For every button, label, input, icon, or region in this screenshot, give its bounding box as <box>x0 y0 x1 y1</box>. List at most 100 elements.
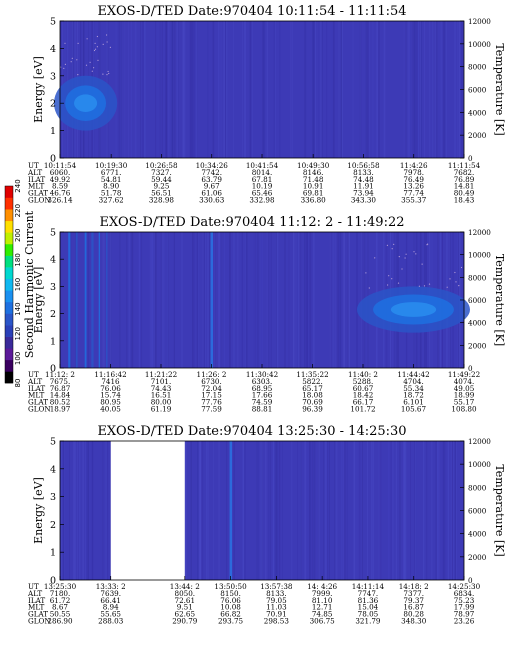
ephemeris-value: 15.74 <box>100 391 121 400</box>
ephemeris-value: 13.26 <box>403 182 424 191</box>
ephemeris-row-label: GLAT <box>28 610 48 619</box>
colorbar-tick-label: 120 <box>14 327 22 340</box>
ephemeris-value: 13:50:50 <box>214 582 247 591</box>
y-tick-label: 0 <box>50 154 56 165</box>
ephemeris-value: 11:40: 2 <box>348 370 378 379</box>
ephemeris-value: 73.94 <box>353 189 374 198</box>
y-tick-label: 5 <box>50 228 56 239</box>
ephemeris-row-label: MLT <box>28 182 45 191</box>
ephemeris-value: 330.63 <box>199 196 225 205</box>
ephemeris-value: 51.78 <box>101 189 122 198</box>
ephemeris-row-label: GLON <box>28 196 51 205</box>
ephemeris-value: 46.76 <box>50 189 71 198</box>
ephemeris-value: 7742. <box>201 168 222 177</box>
y2-tick-label: 2000 <box>468 131 487 140</box>
y2-tick-label: 8000 <box>468 273 487 282</box>
ephemeris-row-label: ALT <box>27 168 42 177</box>
ephemeris-value: 7639. <box>100 589 121 598</box>
ephemeris-value: 10:26:58 <box>145 161 178 170</box>
y2-axis-label: Temperature [K] <box>493 43 505 135</box>
y2-tick-label: 0 <box>468 576 473 585</box>
ephemeris-value: 16.51 <box>151 391 172 400</box>
ephemeris-value: 72.04 <box>201 384 222 393</box>
ephemeris-table: UTALTILATMLTGLATGLON13:25:307180.61.728.… <box>27 582 481 626</box>
ephemeris-value: 61.19 <box>151 405 172 414</box>
panel-2: EXOS-D/TED Date:970404 11:12: 2 - 11:49:… <box>27 215 505 414</box>
panel-title: EXOS-D/TED Date:970404 11:12: 2 - 11:49:… <box>100 215 405 230</box>
ephemeris-value: 80.28 <box>403 610 424 619</box>
ephemeris-value: 76.06 <box>220 596 241 605</box>
ephemeris-value: 328.98 <box>149 196 175 205</box>
ephemeris-value: 55.17 <box>454 398 475 407</box>
ephemeris-value: 18.42 <box>353 391 374 400</box>
ephemeris-value: 11:21:22 <box>145 370 177 379</box>
colorbar-tick-label: 160 <box>14 278 22 291</box>
colorbar-tick-label: 140 <box>14 302 22 315</box>
ephemeris-value: 5288. <box>353 377 374 386</box>
ephemeris-value: 108.80 <box>451 405 477 414</box>
y-tick-label: 4 <box>50 464 56 475</box>
y2-tick-label: 2000 <box>468 341 487 350</box>
spectrogram-background <box>60 21 464 158</box>
ephemeris-value: 336.80 <box>301 196 327 205</box>
ephemeris-row-label: MLT <box>28 603 45 612</box>
ephemeris-row-label: GLAT <box>28 398 48 407</box>
ephemeris-value: 14.81 <box>454 182 475 191</box>
ephemeris-value: 63.79 <box>201 175 222 184</box>
ephemeris-value: 293.75 <box>218 617 244 626</box>
ephemeris-value: 286.90 <box>47 617 73 626</box>
ephemeris-value: 8.90 <box>103 182 119 191</box>
ephemeris-row-label: MLT <box>28 391 45 400</box>
y-tick-label: 1 <box>50 336 56 347</box>
ephemeris-value: 17.99 <box>454 603 475 612</box>
y2-tick-label: 10000 <box>468 40 491 49</box>
ephemeris-value: 40.05 <box>100 405 121 414</box>
ephemeris-value: 18.08 <box>302 391 323 400</box>
ephemeris-value: 11.03 <box>266 603 287 612</box>
panel-title: EXOS-D/TED Date:970404 13:25:30 - 14:25:… <box>97 424 406 439</box>
ephemeris-value: 8150. <box>220 589 241 598</box>
colorbar-tick-label: 100 <box>14 352 22 365</box>
colorbar-segment <box>5 301 13 314</box>
ephemeris-value: 77.74 <box>403 189 424 198</box>
panel-1: EXOS-D/TED Date:970404 10:11:54 - 11:11:… <box>27 4 505 205</box>
ephemeris-value: 11:44:42 <box>397 370 429 379</box>
ephemeris-value: 8.94 <box>103 603 119 612</box>
ephemeris-value: 96.39 <box>302 405 323 414</box>
colorbar-segment <box>5 325 13 337</box>
ephemeris-value: 59.44 <box>151 175 172 184</box>
ephemeris-value: 55.65 <box>100 610 121 619</box>
ephemeris-value: 18.97 <box>50 405 71 414</box>
ephemeris-value: 10:19:30 <box>95 161 128 170</box>
colorbar-segment <box>5 278 13 291</box>
y-axis-label: Energy [eV] <box>32 477 45 544</box>
ephemeris-value: 78.05 <box>358 610 379 619</box>
ephemeris-value: 14:11:14 <box>352 582 385 591</box>
ephemeris-value: 70.91 <box>266 610 287 619</box>
colorbar-tick-label: 240 <box>14 179 22 192</box>
spectrogram-feature-1 <box>229 441 233 580</box>
ephemeris-value: 8.67 <box>52 603 68 612</box>
y-tick-label: 3 <box>50 71 56 82</box>
ephemeris-value: 75.23 <box>454 596 475 605</box>
ephemeris-value: 6771. <box>101 168 122 177</box>
colorbar: 80 100 120 140 160 180 200 220 240 Second Harmoni… <box>4 179 36 387</box>
ephemeris-value: 65.46 <box>252 189 273 198</box>
ephemeris-row-label: GLAT <box>28 189 48 198</box>
ephemeris-value: 80.52 <box>50 398 71 407</box>
ephemeris-value: 7416 <box>101 377 120 386</box>
ephemeris-value: 10.91 <box>303 182 324 191</box>
y-tick-label: 4 <box>50 255 56 266</box>
ephemeris-value: 80.00 <box>151 398 172 407</box>
ephemeris-row-label: ALT <box>27 589 42 598</box>
y-tick-label: 4 <box>50 44 56 55</box>
ephemeris-value: 13:33: 2 <box>96 582 126 591</box>
ephemeris-value: 79.37 <box>403 596 424 605</box>
ephemeris-value: 306.75 <box>310 617 336 626</box>
ephemeris-value: 11:30:42 <box>246 370 278 379</box>
y2-tick-label: 8000 <box>468 483 487 492</box>
ephemeris-value: 70.69 <box>302 398 323 407</box>
ephemeris-value: 68.95 <box>252 384 273 393</box>
ephemeris-value: 17.66 <box>252 391 273 400</box>
